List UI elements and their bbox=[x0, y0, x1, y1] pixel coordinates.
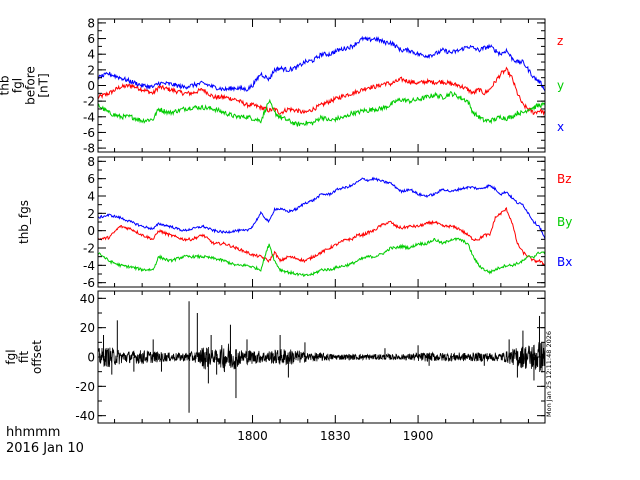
y-tick-label: -6 bbox=[83, 276, 95, 290]
offset-trace bbox=[98, 341, 545, 373]
y-axis-label: [nT] bbox=[37, 73, 51, 97]
series-line-z bbox=[98, 66, 545, 116]
axes-frame bbox=[97, 18, 546, 153]
y-axis-label: thb bbox=[0, 76, 12, 96]
plot-area bbox=[98, 35, 545, 127]
y-tick-label: 4 bbox=[87, 48, 95, 62]
y-tick-label: -6 bbox=[83, 126, 95, 140]
y-axis-label: thb_fgs bbox=[17, 200, 31, 244]
legend-entry: By bbox=[557, 215, 572, 229]
series-line-by bbox=[98, 237, 545, 277]
y-tick-label: -4 bbox=[83, 110, 95, 124]
panel-thb-fgs: -6 -4 -2 0 2 4 6 8 thb_fgs Bz By Bx bbox=[17, 155, 572, 290]
y-tick-label: 6 bbox=[87, 32, 95, 46]
y-tick-label: 8 bbox=[87, 16, 95, 30]
plot-area bbox=[98, 301, 545, 413]
y-tick-label: 2 bbox=[87, 63, 95, 77]
time-label-format: hhmmm bbox=[6, 425, 60, 440]
legend-entry: Bx bbox=[557, 255, 572, 269]
x-tick-label: 1800 bbox=[237, 429, 268, 443]
panel-fgl-before: -8 -6 -4-2 0 24 6 8 thb fgl before [nT] z y x bbox=[0, 16, 564, 155]
y-axis-label: fit bbox=[17, 351, 31, 364]
y-axis-label: fgl bbox=[4, 349, 18, 364]
y-tick-label: 6 bbox=[87, 172, 95, 186]
y-tick-label: 40 bbox=[80, 292, 95, 306]
axes-frame bbox=[97, 156, 546, 288]
series-line-y bbox=[98, 91, 545, 127]
legend-entry: y bbox=[557, 79, 564, 93]
plot-area bbox=[98, 176, 545, 277]
y-tick-label: 4 bbox=[87, 190, 95, 204]
y-tick-label: 20 bbox=[80, 321, 95, 335]
y-tick-label: -2 bbox=[83, 242, 95, 256]
y-tick-label: -40 bbox=[75, 409, 95, 423]
series-line-bx bbox=[98, 176, 545, 240]
y-tick-label: 0 bbox=[87, 224, 95, 238]
y-axis-label: fgl bbox=[11, 78, 25, 93]
y-axis-label: before bbox=[24, 66, 38, 105]
panel-fgl-fit-offset: -40 -20 0 20 40 1800 1830 1900 fgl fit offset bbox=[4, 290, 546, 443]
time-label-date: 2016 Jan 10 bbox=[6, 441, 84, 456]
y-tick-label: -4 bbox=[83, 259, 95, 273]
y-tick-label: 0 bbox=[87, 79, 95, 93]
x-tick-label: 1900 bbox=[403, 429, 434, 443]
legend-entry: Bz bbox=[557, 172, 572, 186]
y-tick-label: -8 bbox=[83, 142, 95, 156]
y-tick-label: 8 bbox=[87, 155, 95, 169]
y-tick-label: 2 bbox=[87, 207, 95, 221]
legend-entry: x bbox=[557, 120, 564, 134]
series-line-x bbox=[98, 35, 545, 92]
y-tick-label: -2 bbox=[83, 95, 95, 109]
x-tick-label: 1830 bbox=[320, 429, 351, 443]
y-tick-label: -20 bbox=[75, 380, 95, 394]
timestamp-label: Mon Jan 25 12:11:48 2026 bbox=[545, 331, 553, 417]
y-tick-label: 0 bbox=[87, 351, 95, 365]
legend-entry: z bbox=[557, 34, 563, 48]
series-line-bz bbox=[98, 206, 545, 267]
y-axis-label: offset bbox=[30, 340, 44, 374]
